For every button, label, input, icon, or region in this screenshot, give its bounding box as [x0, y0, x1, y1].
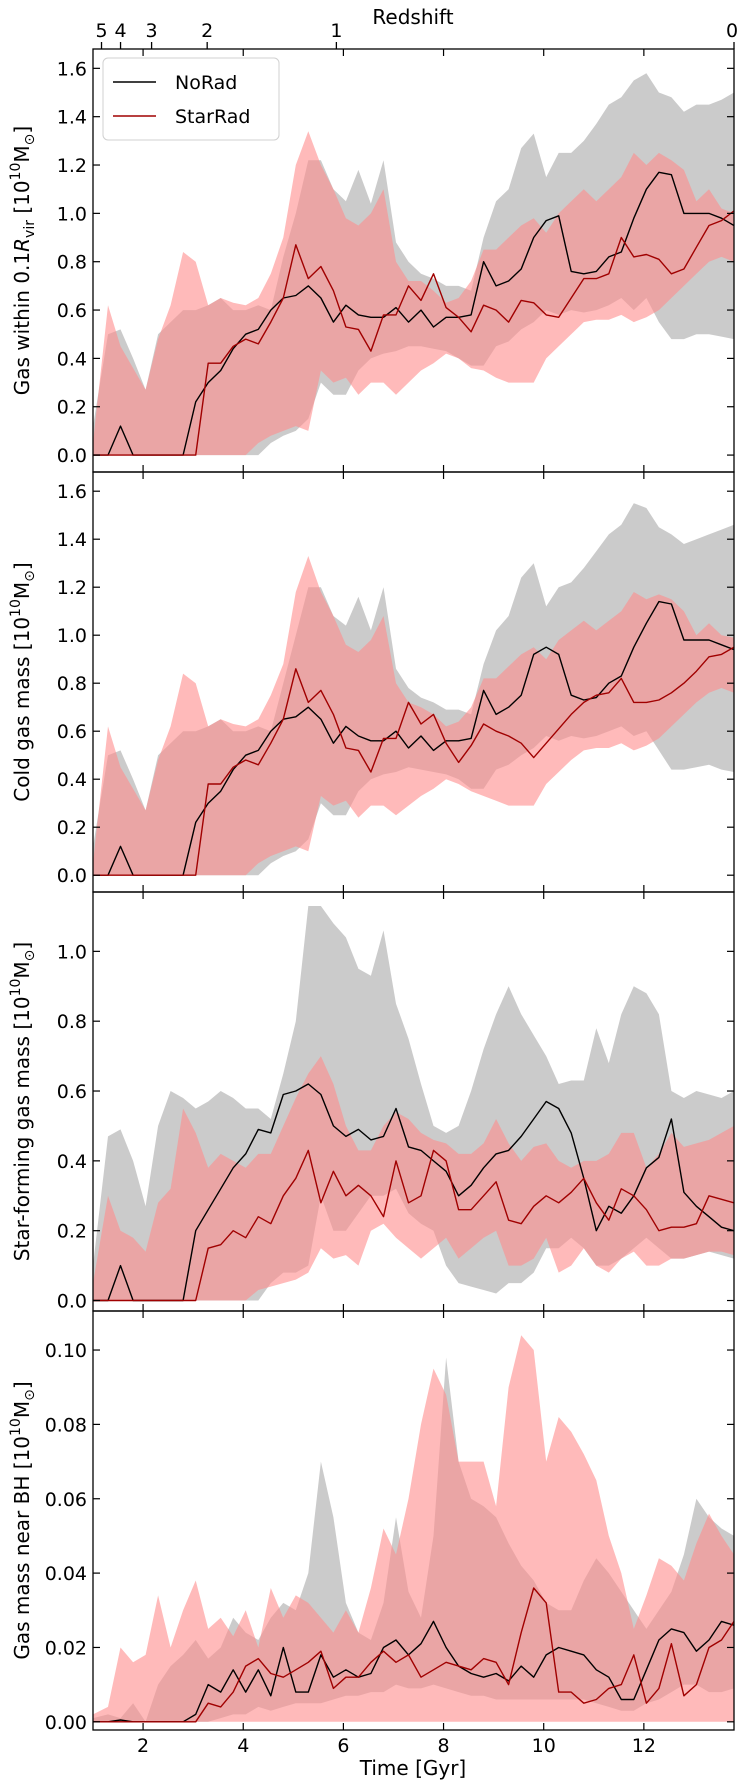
panel-3: 0.0 0.2 0.4 0.6 0.8 1.0 Star-forming gas mass …: [8, 891, 735, 1313]
y-axis-title: Gas mass near BH [1010M⊙]: [8, 1381, 38, 1659]
y-tick-label: 1.0: [57, 203, 87, 225]
norad-line: [93, 600, 734, 876]
plot-area: [93, 503, 734, 876]
y-axis-title: Star-forming gas mass [1010M⊙]: [8, 942, 38, 1261]
redshift-axis-title: Redshift: [372, 5, 453, 29]
plot-area: [93, 1335, 734, 1723]
starrad-band: [93, 1335, 734, 1722]
y-tick-label: 1.0: [57, 625, 87, 647]
y-tick-label: 0.2: [57, 817, 87, 839]
y-tick-label: 0.6: [57, 721, 87, 743]
y-tick-label: 0.8: [57, 252, 87, 274]
y-tick-label: 1.0: [57, 941, 87, 963]
x-tick-label: 4: [237, 1735, 249, 1757]
y-tick-label: 0.08: [45, 1414, 87, 1436]
svg-text:Gas within 0.1Rvir [1010M⊙]: Gas within 0.1Rvir [1010M⊙]: [8, 126, 38, 395]
x-tick-label: 2: [137, 1735, 149, 1757]
panels: 0.0 0.2 0.4 0.6 0.8 1.0 1.2 1.4 1.6 Gas within 0.…: [8, 48, 735, 1757]
y-tick-label: 0.0: [57, 865, 87, 887]
x-tick-label: 12: [632, 1735, 656, 1757]
y-tick-label: 0.04: [45, 1563, 87, 1585]
y-tick-label: 0.6: [57, 1081, 87, 1103]
panel-4: 0.00 0.02 0.04 0.06 0.08 0.10 2 4 6 8 10 12 Gas mass…: [8, 1310, 735, 1757]
axes-frame: [92, 1310, 735, 1731]
svg-text:Gas mass near BH [1010M⊙]: Gas mass near BH [1010M⊙]: [8, 1381, 38, 1659]
legend-label: StarRad: [175, 106, 250, 128]
x-tick-label: 8: [438, 1735, 450, 1757]
starrad-line: [93, 210, 734, 456]
redshift-tick-label: 0: [726, 20, 738, 42]
norad-line: [93, 1620, 734, 1723]
legend: NoRad StarRad: [102, 57, 280, 141]
y-tick-label: 0.6: [57, 300, 87, 322]
y-tick-label: 0.00: [45, 1712, 87, 1734]
y-tick-label: 0.02: [45, 1637, 87, 1659]
starrad-line: [93, 646, 734, 876]
y-tick-label: 0.8: [57, 1011, 87, 1033]
x-tick-label: 10: [532, 1735, 556, 1757]
y-tick-label: 0.0: [57, 1291, 87, 1313]
starrad-band: [93, 131, 734, 456]
y-axis-title: Gas within 0.1Rvir [1010M⊙]: [8, 126, 38, 395]
y-tick-label: 0.4: [57, 1151, 87, 1173]
legend-frame: [102, 57, 280, 141]
redshift-tick-label: 2: [201, 20, 213, 42]
plot-area: [93, 906, 734, 1302]
starrad-line: [93, 1149, 734, 1302]
y-tick-label: 0.2: [57, 397, 87, 419]
legend-label: NoRad: [175, 72, 237, 94]
x-axis-title: Time [Gyr]: [359, 1756, 466, 1780]
y-tick-label: 0.06: [45, 1489, 87, 1511]
redshift-tick-label: 5: [95, 20, 107, 42]
y-tick-label: 1.2: [57, 577, 87, 599]
starrad-line: [93, 1587, 734, 1723]
panel-2: 0.0 0.2 0.4 0.6 0.8 1.0 1.2 1.4 1.6 Cold gas mass…: [8, 471, 735, 893]
redshift-tick-label: 3: [146, 20, 158, 42]
redshift-tick-label: 4: [114, 20, 126, 42]
svg-text:Cold gas mass [1010M⊙]: Cold gas mass [1010M⊙]: [8, 562, 38, 801]
y-tick-label: 1.4: [57, 107, 87, 129]
svg-text:Star-forming gas mass [1010M⊙]: Star-forming gas mass [1010M⊙]: [8, 942, 38, 1261]
starrad-band: [93, 556, 734, 876]
y-tick-label: 1.6: [57, 58, 87, 80]
starrad-band: [93, 1056, 734, 1301]
y-tick-label: 0.2: [57, 1221, 87, 1243]
y-tick-label: 0.0: [57, 445, 87, 467]
norad-line: [93, 171, 734, 456]
y-tick-label: 1.4: [57, 529, 87, 551]
y-tick-label: 1.2: [57, 155, 87, 177]
y-tick-label: 0.4: [57, 769, 87, 791]
redshift-tick-label: 1: [330, 20, 342, 42]
y-tick-label: 0.10: [45, 1340, 87, 1362]
y-tick-label: 0.4: [57, 348, 87, 370]
plot-area: [93, 73, 734, 456]
y-tick-label: 1.6: [57, 481, 87, 503]
panel-1: 0.0 0.2 0.4 0.6 0.8 1.0 1.2 1.4 1.6 Gas within 0.…: [8, 48, 735, 473]
norad-line: [93, 1083, 734, 1302]
y-axis-title: Cold gas mass [1010M⊙]: [8, 562, 38, 801]
x-tick-label: 6: [337, 1735, 349, 1757]
y-tick-label: 0.8: [57, 673, 87, 695]
